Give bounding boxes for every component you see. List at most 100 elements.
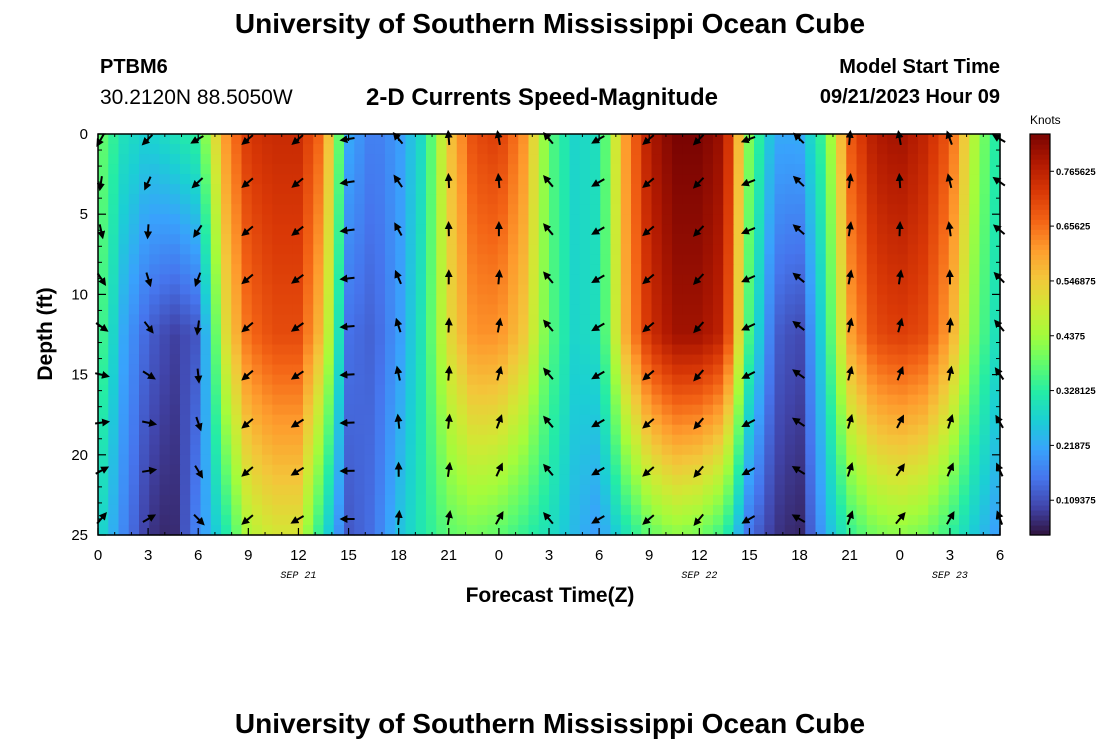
heatmap-cell — [948, 474, 960, 486]
heatmap-cell — [620, 374, 632, 386]
heatmap-cell — [918, 284, 929, 295]
heatmap-cell — [221, 464, 232, 476]
heatmap-cell — [508, 484, 519, 496]
heatmap-cell — [620, 394, 632, 406]
heatmap-cell — [569, 164, 581, 175]
heatmap-cell — [959, 144, 970, 155]
heatmap-cell — [887, 284, 899, 295]
heatmap-cell — [180, 364, 191, 376]
current-arrow — [194, 368, 203, 384]
heatmap-cell — [989, 444, 1001, 456]
heatmap-cell — [836, 524, 847, 536]
heatmap-cell — [907, 224, 919, 235]
heatmap-cell — [692, 214, 704, 225]
heatmap-cell — [907, 384, 919, 396]
heatmap-cell — [344, 384, 355, 396]
heatmap-cell — [969, 474, 981, 486]
heatmap-cell — [631, 324, 642, 336]
heatmap-cell — [149, 474, 161, 486]
heatmap-cell — [292, 334, 304, 346]
heatmap-cell — [764, 374, 776, 386]
heatmap-cell — [200, 234, 212, 245]
heatmap-cell — [600, 304, 612, 316]
heatmap-cell — [385, 484, 396, 496]
heatmap-cell — [979, 204, 991, 215]
heatmap-cell — [200, 444, 212, 456]
heatmap-cell — [231, 284, 243, 295]
current-arrow — [394, 269, 402, 285]
heatmap-cell — [231, 514, 243, 526]
heatmap-cell — [590, 444, 601, 456]
heatmap-cell — [661, 424, 673, 436]
heatmap-cell — [118, 324, 130, 336]
heatmap-cell — [784, 164, 796, 175]
heatmap-cell — [825, 394, 837, 406]
heatmap-cell — [272, 514, 284, 526]
heatmap-cell — [774, 404, 786, 416]
heatmap-cell — [487, 474, 499, 486]
heatmap-cell — [610, 204, 622, 215]
colorbar-swatch — [1030, 419, 1050, 426]
heatmap-cell — [815, 384, 827, 396]
heatmap-cell — [805, 184, 817, 195]
heatmap-cell — [456, 374, 468, 386]
heatmap-cell — [887, 184, 899, 195]
heatmap-cell — [897, 444, 909, 456]
heatmap-cell — [948, 424, 960, 436]
heatmap-cell — [836, 474, 847, 486]
heatmap-cell — [692, 444, 704, 456]
heatmap-cell — [364, 374, 376, 386]
heatmap-cell — [733, 424, 745, 436]
heatmap-cell — [948, 484, 960, 496]
heatmap-cell — [815, 474, 827, 486]
heatmap-cell — [579, 274, 591, 285]
current-arrow — [896, 269, 904, 285]
heatmap-cell — [159, 264, 171, 275]
heatmap-cell — [251, 154, 263, 165]
heatmap-cell — [528, 504, 540, 516]
heatmap-cell — [518, 204, 530, 215]
heatmap-cell — [354, 334, 366, 346]
heatmap-cell — [692, 294, 704, 306]
heatmap-cell — [938, 134, 950, 145]
heatmap-cell — [825, 224, 837, 235]
heatmap-cell — [467, 134, 478, 145]
heatmap-cell — [866, 314, 878, 326]
heatmap-cell — [272, 374, 284, 386]
heatmap-cell — [959, 424, 970, 436]
heatmap-cell — [549, 274, 560, 285]
heatmap-cell — [538, 144, 550, 155]
colorbar-swatch — [1030, 349, 1050, 356]
current-arrow — [495, 462, 504, 477]
heatmap-cell — [641, 344, 653, 356]
heatmap-cell — [784, 254, 796, 265]
heatmap-cell — [108, 194, 120, 205]
heatmap-cell — [672, 144, 683, 155]
heatmap-cell — [210, 174, 222, 185]
heatmap-cell — [559, 164, 571, 175]
colorbar-swatch — [1030, 389, 1050, 396]
heatmap-cell — [118, 494, 130, 506]
heatmap-cell — [272, 204, 284, 215]
heatmap-cell — [323, 434, 335, 446]
heatmap-cell — [251, 324, 263, 336]
heatmap-cell — [374, 164, 386, 175]
heatmap-cell — [508, 164, 519, 175]
heatmap-cell — [784, 484, 796, 496]
heatmap-cell — [979, 334, 991, 346]
heatmap-cell — [497, 324, 509, 336]
heatmap-cell — [282, 274, 294, 285]
heatmap-cell — [692, 174, 704, 185]
heatmap-cell — [282, 344, 294, 356]
heatmap-cell — [128, 284, 140, 295]
heatmap-cell — [415, 154, 427, 165]
heatmap-cell — [108, 334, 120, 346]
heatmap-cell — [344, 514, 355, 526]
heatmap-cell — [661, 454, 673, 466]
heatmap-cell — [979, 514, 991, 526]
heatmap-cell — [313, 174, 325, 185]
heatmap-cell — [98, 404, 109, 416]
heatmap-cell — [180, 354, 191, 366]
heatmap-cell — [784, 524, 796, 536]
heatmap-cell — [723, 364, 735, 376]
